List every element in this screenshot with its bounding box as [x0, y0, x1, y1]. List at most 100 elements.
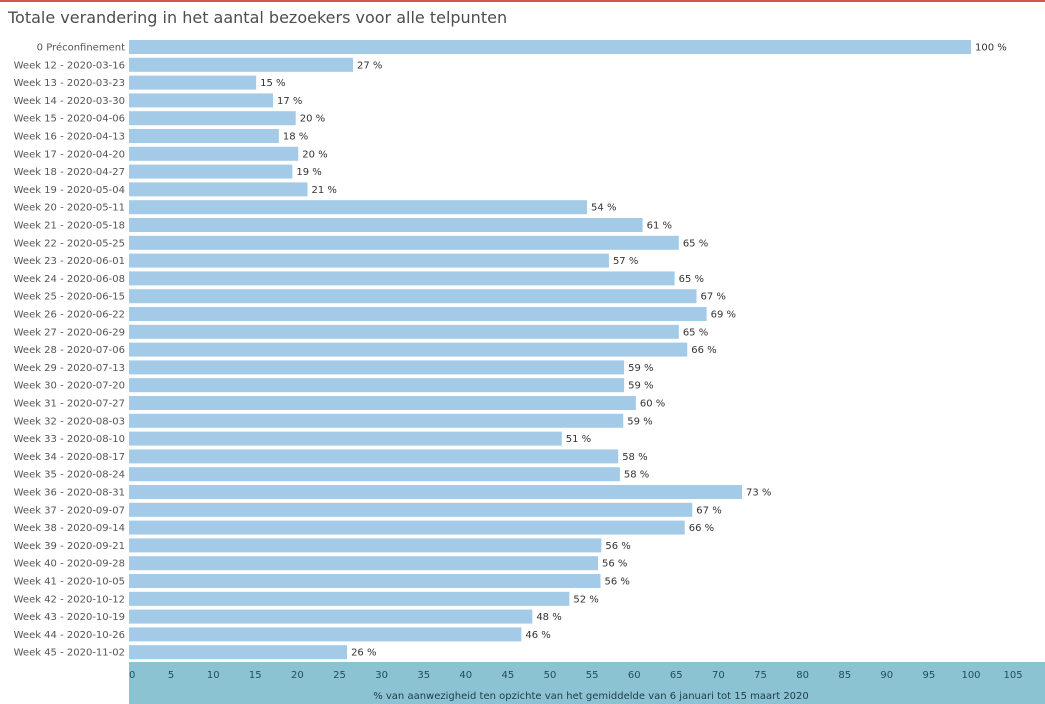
category-label: Week 30 - 2020-07-20 [14, 381, 125, 392]
bar [129, 307, 707, 321]
category-label: Week 31 - 2020-07-27 [14, 399, 125, 410]
value-label: 66 % [691, 345, 716, 356]
bar [129, 235, 679, 250]
category-label: Week 36 - 2020-08-31 [14, 488, 125, 499]
value-label: 57 % [613, 256, 638, 267]
x-tick-label: 85 [838, 670, 851, 681]
category-label: Week 18 - 2020-04-27 [14, 167, 125, 178]
value-label: 58 % [624, 470, 649, 481]
value-label: 65 % [683, 327, 708, 338]
x-tick-label: 75 [754, 670, 767, 681]
category-label: Week 17 - 2020-04-20 [14, 149, 125, 160]
category-label: Week 33 - 2020-08-10 [14, 434, 125, 445]
category-label: Week 39 - 2020-09-21 [14, 541, 125, 552]
value-label: 58 % [622, 452, 647, 463]
bar [129, 289, 697, 304]
bar [129, 253, 609, 268]
value-label: 67 % [701, 292, 726, 303]
category-labels: 0 Préconfinement Week 12 - 2020-03-16 Week… [14, 42, 125, 659]
category-label: Week 12 - 2020-03-16 [14, 60, 125, 71]
category-label: Week 29 - 2020-07-13 [14, 363, 125, 374]
bar [129, 360, 625, 375]
bar [129, 271, 675, 286]
bar [129, 75, 257, 90]
bar [129, 396, 636, 410]
value-label: 51 % [566, 434, 591, 445]
value-label: 20 % [302, 149, 327, 160]
category-label: 0 Préconfinement [37, 42, 125, 54]
x-tick-label: 35 [417, 670, 430, 681]
x-tick-label: 95 [923, 670, 936, 681]
value-label: 69 % [711, 310, 736, 321]
bar [129, 627, 522, 642]
value-label: 59 % [628, 381, 653, 392]
x-axis-band [129, 662, 1045, 704]
value-label: 60 % [640, 399, 665, 410]
value-label: 59 % [627, 416, 652, 427]
bar [129, 324, 679, 339]
value-label: 56 % [605, 577, 630, 588]
x-tick-label: 0 [129, 670, 135, 681]
x-tick-label: 80 [796, 670, 809, 681]
value-label: 52 % [573, 594, 598, 605]
value-label: 56 % [602, 559, 627, 570]
x-tick-label: 100 [961, 670, 980, 681]
value-label: 56 % [605, 541, 630, 552]
x-tick-label: 50 [544, 670, 557, 681]
x-tick-label: 30 [375, 670, 388, 681]
bar [129, 574, 601, 588]
bar [129, 556, 598, 571]
x-tick-label: 70 [712, 670, 725, 681]
category-label: Week 32 - 2020-08-03 [14, 416, 125, 427]
value-label: 19 % [296, 167, 321, 178]
bar [129, 449, 619, 464]
bar [129, 502, 693, 517]
x-tick-label: 90 [880, 670, 893, 681]
category-label: Week 24 - 2020-06-08 [14, 274, 125, 285]
category-label: Week 26 - 2020-06-22 [14, 310, 125, 321]
bar [129, 538, 602, 553]
value-label: 20 % [300, 114, 325, 125]
category-label: Week 15 - 2020-04-06 [14, 114, 125, 125]
value-label: 73 % [746, 488, 771, 499]
x-tick-label: 5 [168, 670, 174, 681]
category-label: Week 34 - 2020-08-17 [14, 452, 125, 463]
x-tick-label: 60 [628, 670, 641, 681]
category-label: Week 38 - 2020-09-14 [14, 523, 125, 534]
value-label: 46 % [525, 630, 550, 641]
x-tick-label: 40 [459, 670, 472, 681]
x-tick-label: 20 [291, 670, 304, 681]
bar [129, 40, 971, 54]
category-label: Week 22 - 2020-05-25 [14, 238, 125, 249]
category-label: Week 35 - 2020-08-24 [14, 470, 125, 481]
category-label: Week 45 - 2020-11-02 [14, 648, 125, 659]
x-tick-label: 10 [207, 670, 220, 681]
x-tick-label: 45 [502, 670, 515, 681]
value-label: 21 % [312, 185, 337, 196]
bar [129, 485, 742, 499]
bar [129, 200, 588, 215]
category-label: Week 25 - 2020-06-15 [14, 292, 125, 303]
x-axis-ticks: 0 5 10 15 20 25 30 35 40 45 50 55 60 65 70 75 80 85 90 95 10… [129, 670, 1023, 681]
category-label: Week 44 - 2020-10-26 [14, 630, 125, 641]
value-label: 66 % [689, 523, 714, 534]
value-label: 59 % [628, 363, 653, 374]
bar [129, 645, 348, 660]
value-label: 18 % [283, 132, 308, 143]
x-tick-label: 25 [333, 670, 346, 681]
category-label: Week 16 - 2020-04-13 [14, 132, 125, 143]
category-label: Week 19 - 2020-05-04 [14, 185, 125, 196]
chart-title: Totale verandering in het aantal bezoeke… [8, 8, 508, 27]
category-label: Week 27 - 2020-06-29 [14, 327, 125, 338]
category-label: Week 37 - 2020-09-07 [14, 505, 125, 516]
category-label: Week 40 - 2020-09-28 [14, 559, 125, 570]
bar [129, 111, 296, 126]
x-tick-label: 15 [249, 670, 262, 681]
value-label: 100 % [975, 43, 1007, 54]
value-label: 17 % [277, 96, 302, 107]
bar [129, 57, 353, 72]
x-tick-label: 55 [586, 670, 599, 681]
bar [129, 609, 533, 624]
category-label: Week 20 - 2020-05-11 [14, 203, 125, 214]
